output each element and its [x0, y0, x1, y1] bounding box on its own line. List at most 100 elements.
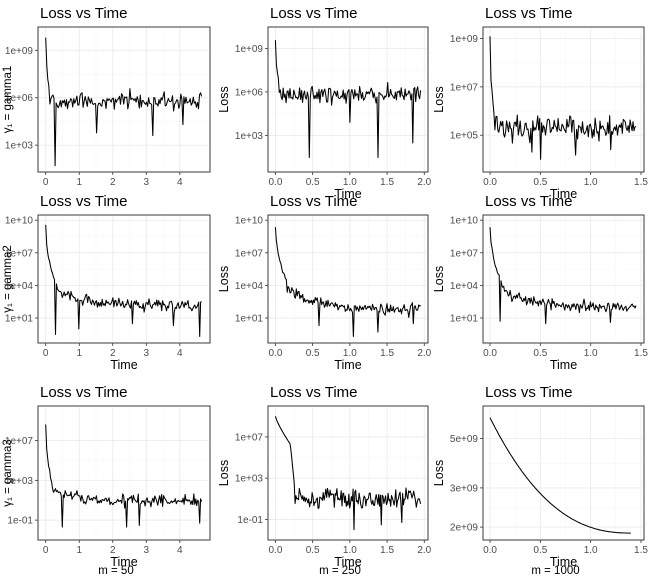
panel-title: Loss vs Time	[40, 5, 128, 22]
x-tick-label: 1.5	[634, 177, 648, 188]
y-tick-label: 1e+05	[450, 131, 479, 142]
panel-p20: 0 1 2 3 4 1e-01 1e+03 1e+07 Loss vs Time Time γ₁ =…	[2, 384, 211, 576]
panel-border	[267, 405, 429, 541]
loss-series-line	[45, 424, 203, 528]
panel-border	[37, 214, 211, 344]
x-tick-label: 2	[110, 545, 116, 556]
loss-series-line	[45, 37, 203, 167]
x-tick-label: 0.0	[268, 545, 282, 556]
x-axis-label: Time	[334, 358, 361, 372]
y-tick-label: 1e+04	[5, 281, 34, 292]
y-tick-label: 1e+07	[5, 248, 34, 259]
y-tick-label: 1e+10	[450, 216, 479, 227]
x-tick-label: 4	[177, 348, 183, 359]
y-tick-label: 1e-01	[237, 515, 263, 526]
x-tick-label: 0	[43, 177, 49, 188]
y-tick-label: 1e+01	[235, 313, 264, 324]
loss-series-line	[274, 40, 422, 159]
x-tick-label: 0	[43, 545, 49, 556]
panel-p12: 0.0 0.5 1.0 1.5 1e+01 1e+04 1e+07 1e+10 Loss vs …	[432, 193, 648, 372]
x-tick-label: 1.5	[380, 545, 394, 556]
x-tick-label: 0.5	[533, 177, 547, 188]
y-tick-label: 1e+01	[5, 313, 34, 324]
y-tick-label: 1e+06	[235, 87, 264, 98]
x-axis-label: Time	[334, 187, 361, 201]
x-tick-label: 3	[144, 545, 150, 556]
y-tick-label: 1e+04	[450, 281, 479, 292]
y-tick-label: 1e+10	[5, 216, 34, 227]
x-tick-label: 3	[144, 348, 150, 359]
x-tick-label: 0.5	[306, 348, 320, 359]
y-tick-label: 1e+07	[5, 436, 34, 447]
column-facet-label: m = 250	[319, 565, 361, 576]
x-tick-label: 0.5	[533, 545, 547, 556]
x-tick-label: 1	[76, 177, 82, 188]
column-facet-label: m = 1000	[531, 565, 579, 576]
x-axis-label: Time	[110, 358, 137, 372]
y-tick-label: 1e+04	[235, 281, 264, 292]
x-tick-label: 1.0	[343, 545, 357, 556]
loss-series-line	[274, 227, 421, 338]
panel-p22: 0.0 0.5 1.0 1.5 2e+09 3e+09 5e+09 Loss vs Time T…	[432, 384, 648, 576]
x-axis-label: Time	[550, 187, 577, 201]
x-tick-label: 2.0	[417, 545, 431, 556]
x-tick-label: 1	[76, 545, 82, 556]
x-tick-label: 1.5	[380, 348, 394, 359]
x-tick-label: 1.5	[634, 545, 648, 556]
y-tick-label: 1e+07	[235, 432, 264, 443]
panel-border	[37, 405, 211, 541]
y-tick-label: 1e+09	[235, 44, 264, 55]
panel-p02: 0.0 0.5 1.0 1.5 1e+05 1e+07 1e+09 Loss vs Time T…	[432, 5, 648, 201]
panel-p11: 0.0 0.5 1.0 1.5 2.0 1e+01 1e+04 1e+07 1e+10 Loss …	[217, 193, 432, 372]
x-tick-label: 0.5	[306, 177, 320, 188]
x-tick-label: 1.0	[584, 348, 598, 359]
x-tick-label: 4	[177, 545, 183, 556]
panel-background	[37, 405, 211, 541]
x-tick-label: 0.0	[268, 348, 282, 359]
panel-title: Loss vs Time	[40, 193, 128, 210]
loss-series-line	[489, 417, 631, 534]
x-axis-label: Time	[550, 358, 577, 372]
loss-series-line	[489, 36, 637, 160]
y-tick-label: 1e+03	[5, 476, 34, 487]
panel-title: Loss vs Time	[485, 5, 573, 22]
x-tick-label: 1.0	[584, 177, 598, 188]
panel-background	[267, 214, 429, 344]
x-tick-label: 0	[43, 348, 49, 359]
x-tick-label: 2	[110, 177, 116, 188]
y-tick-label: 3e+09	[450, 483, 479, 494]
y-tick-label: 1e+07	[450, 248, 479, 259]
x-tick-label: 4	[177, 177, 183, 188]
row-facet-label: γ₁ = gamma1	[2, 66, 14, 133]
y-tick-label: 1e+09	[450, 34, 479, 45]
row-facet-label: γ₁ = gamma2	[2, 245, 14, 312]
x-tick-label: 0.0	[483, 348, 497, 359]
panel-border	[37, 26, 211, 173]
panel-p10: 0 1 2 3 4 1e+01 1e+04 1e+07 1e+10 Loss vs Time Tim…	[2, 193, 211, 372]
panel-border	[267, 214, 429, 344]
panel-background	[267, 405, 429, 541]
panel-title: Loss vs Time	[270, 384, 358, 401]
x-axis-label: Time	[110, 555, 137, 569]
x-tick-label: 2.0	[417, 348, 431, 359]
panel-border	[482, 405, 645, 541]
y-tick-label: 1e+07	[235, 248, 264, 259]
x-tick-label: 1.5	[380, 177, 394, 188]
y-axis-label: Loss	[432, 266, 446, 292]
y-axis-label: Loss	[217, 460, 231, 486]
y-axis-label: Loss	[217, 266, 231, 292]
panel-p00: 0 1 2 3 4 1e+03 1e+06 1e+09 Loss vs Time γ₁ = gam…	[2, 5, 211, 188]
x-tick-label: 1.0	[343, 177, 357, 188]
loss-series-line	[45, 224, 202, 338]
x-axis-label: Time	[550, 555, 577, 569]
panel-p21: 0.0 0.5 1.0 1.5 2.0 1e-01 1e+03 1e+07 Loss vs Ti…	[217, 384, 432, 576]
y-tick-label: 1e+03	[235, 474, 264, 485]
y-tick-label: 1e+03	[235, 131, 264, 142]
y-tick-label: 1e+06	[5, 93, 34, 104]
x-tick-label: 1	[76, 348, 82, 359]
panel-background	[267, 26, 429, 173]
panel-title: Loss vs Time	[270, 5, 358, 22]
y-axis-label: Loss	[432, 86, 446, 112]
panel-background	[482, 26, 645, 173]
y-tick-label: 2e+09	[450, 523, 479, 534]
